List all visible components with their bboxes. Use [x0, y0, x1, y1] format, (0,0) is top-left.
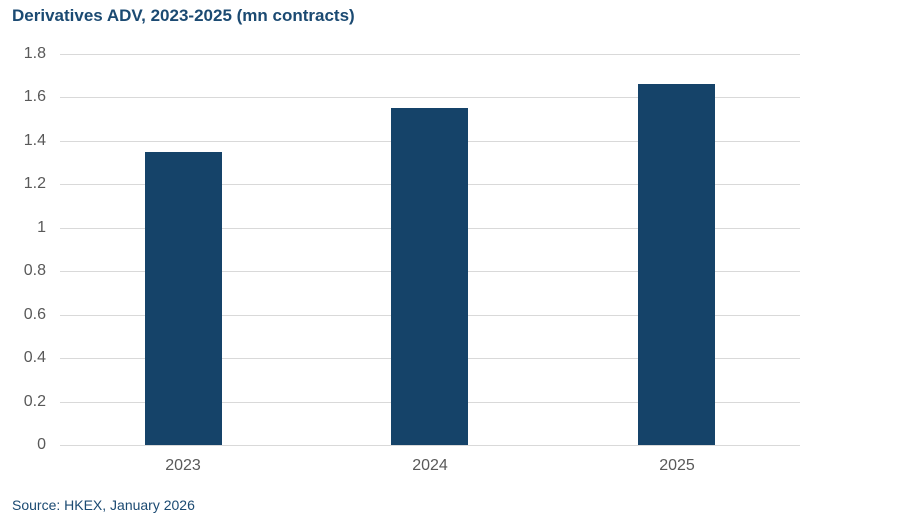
- y-axis-tick-label: 1: [37, 219, 46, 236]
- gridline: [60, 97, 800, 98]
- x-axis-tick-label: 2024: [412, 457, 448, 474]
- chart-title: Derivatives ADV, 2023-2025 (mn contracts…: [12, 6, 355, 25]
- y-axis-tick-label: 1.6: [23, 88, 46, 105]
- y-axis-tick-label: 0.4: [23, 349, 46, 366]
- x-axis-tick-label: 2025: [659, 457, 695, 474]
- y-axis-tick-label: 1.4: [23, 132, 46, 149]
- y-axis-tick-label: 0.8: [23, 262, 46, 279]
- y-axis-tick-label: 1.2: [23, 175, 46, 192]
- y-axis-tick-label: 0.6: [23, 306, 46, 323]
- gridline: [60, 445, 800, 446]
- bar-2025: [638, 84, 715, 445]
- bar-2023: [145, 152, 222, 445]
- y-axis-tick-label: 1.8: [23, 45, 46, 62]
- source-note: Source: HKEX, January 2026: [12, 497, 195, 513]
- y-axis-tick-label: 0.2: [23, 393, 46, 410]
- x-axis-tick-label: 2023: [165, 457, 201, 474]
- y-axis-tick-label: 0: [37, 436, 46, 453]
- gridline: [60, 54, 800, 55]
- bar-2024: [391, 108, 468, 445]
